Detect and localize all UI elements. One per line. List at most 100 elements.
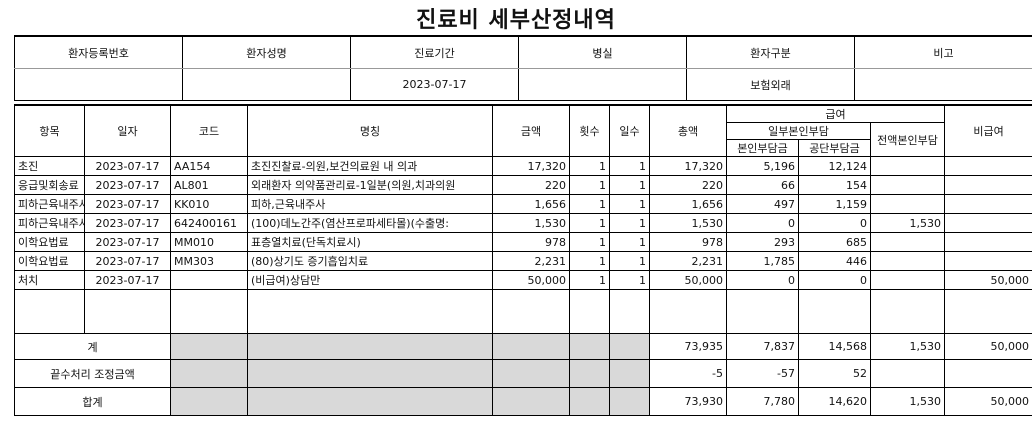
row-date: 2023-07-17 xyxy=(84,194,171,214)
row-full-self xyxy=(869,194,946,214)
spacer-cell xyxy=(569,289,610,334)
gray-cell xyxy=(170,333,248,360)
row-insurer-pay: 0 xyxy=(798,213,871,233)
row-count: 1 xyxy=(569,232,610,252)
grand-total-self: 7,780 xyxy=(726,387,799,416)
row-date: 2023-07-17 xyxy=(84,213,171,233)
row-full-self: 1,530 xyxy=(869,213,946,233)
non-covered-header: 비급여 xyxy=(944,104,1032,157)
gray-cell xyxy=(569,359,610,388)
spacer-cell xyxy=(609,289,650,334)
rounding-total: -5 xyxy=(649,359,727,388)
covered-header: 급여 xyxy=(725,104,946,123)
row-self-pay: 1,785 xyxy=(726,251,799,271)
row-full-self xyxy=(869,251,946,271)
grand-total-full-self: 1,530 xyxy=(869,387,946,416)
row-code xyxy=(170,270,248,290)
row-self-pay: 0 xyxy=(726,270,799,290)
row-count: 1 xyxy=(569,194,610,214)
partial-self-header: 일부본인부담 xyxy=(726,122,871,140)
row-days: 1 xyxy=(609,156,650,176)
remarks-header: 비고 xyxy=(854,35,1032,69)
row-non-covered xyxy=(944,213,1032,233)
gray-cell xyxy=(247,387,493,416)
row-name: 표층열치료(단독치료시) xyxy=(247,232,493,252)
row-self-pay: 66 xyxy=(726,175,799,195)
gray-cell xyxy=(569,387,610,416)
page-title: 진료비 세부산정내역 xyxy=(416,8,616,33)
patient-id-value xyxy=(14,68,183,101)
row-days: 1 xyxy=(609,232,650,252)
gray-cell xyxy=(609,333,650,360)
row-full-self xyxy=(869,175,946,195)
row-item: 피하근육내주사 xyxy=(14,194,85,214)
spacer-cell xyxy=(247,289,493,334)
row-amount: 220 xyxy=(492,175,570,195)
table-row: 피하근육내주사 2023-07-17 KK010 피하,근육내주사 1,656 1 1 1,6… xyxy=(14,194,1032,214)
grand-total-insurer: 14,620 xyxy=(798,387,871,416)
row-name: 외래환자 의약품관리료-1일분(의원,치과의원 xyxy=(247,175,493,195)
patient-info-table: 환자등록번호 환자성명 진료기간 병실 환자구분 비고 2023-07-17 보… xyxy=(14,35,1032,101)
row-days: 1 xyxy=(609,213,650,233)
row-name: (비급여)상담만 xyxy=(247,270,493,290)
date-header: 일자 xyxy=(84,104,171,157)
name-header: 명칭 xyxy=(247,104,493,157)
spacer-cell xyxy=(944,289,1032,334)
row-total: 978 xyxy=(649,232,727,252)
row-item: 이학요법료 xyxy=(14,232,85,252)
row-code: KK010 xyxy=(170,194,248,214)
row-amount: 2,231 xyxy=(492,251,570,271)
gray-cell xyxy=(609,387,650,416)
self-pay-header: 본인부담금 xyxy=(726,139,799,157)
spacer-cell xyxy=(869,289,946,334)
spacer-cell xyxy=(649,289,727,334)
row-days: 1 xyxy=(609,175,650,195)
full-self-header: 전액본인부담 xyxy=(869,122,946,157)
row-code: MM010 xyxy=(170,232,248,252)
row-item: 응급및회송료 xyxy=(14,175,85,195)
rounding-non-covered xyxy=(944,359,1032,388)
item-header: 항목 xyxy=(14,104,85,157)
patient-type-value: 보험외래 xyxy=(686,68,855,101)
row-amount: 1,530 xyxy=(492,213,570,233)
row-non-covered xyxy=(944,156,1032,176)
row-non-covered: 50,000 xyxy=(944,270,1032,290)
row-non-covered xyxy=(944,194,1032,214)
subtotal-insurer: 14,568 xyxy=(798,333,871,360)
rounding-row: 끝수처리 조정금액 -5 -57 52 xyxy=(14,359,1032,388)
subtotal-label: 계 xyxy=(14,333,171,360)
row-insurer-pay: 0 xyxy=(798,270,871,290)
row-date: 2023-07-17 xyxy=(84,156,171,176)
row-item: 처치 xyxy=(14,270,85,290)
row-total: 50,000 xyxy=(649,270,727,290)
table-row: 피하근육내주사 2023-07-17 642400161 (100)데노간주(염산프로… xyxy=(14,213,1032,233)
patient-type-header: 환자구분 xyxy=(686,35,855,69)
row-non-covered xyxy=(944,251,1032,271)
gray-cell xyxy=(569,333,610,360)
row-total: 1,530 xyxy=(649,213,727,233)
row-amount: 50,000 xyxy=(492,270,570,290)
spacer-cell xyxy=(726,289,799,334)
row-amount: 1,656 xyxy=(492,194,570,214)
row-date: 2023-07-17 xyxy=(84,251,171,271)
row-amount: 17,320 xyxy=(492,156,570,176)
rounding-self: -57 xyxy=(726,359,799,388)
subtotal-non-covered: 50,000 xyxy=(944,333,1032,360)
row-full-self xyxy=(869,270,946,290)
table-row: 응급및회송료 2023-07-17 AL801 외래환자 의약품관리료-1일분(의원,… xyxy=(14,175,1032,195)
row-count: 1 xyxy=(569,213,610,233)
grand-total-label: 합계 xyxy=(14,387,171,416)
row-days: 1 xyxy=(609,251,650,271)
remarks-value xyxy=(854,68,1032,101)
row-code: 642400161 xyxy=(170,213,248,233)
grand-total-row: 합계 73,930 7,780 14,620 1,530 50,000 xyxy=(14,387,1032,416)
amount-header: 금액 xyxy=(492,104,570,157)
gray-cell xyxy=(492,333,570,360)
treatment-period-value: 2023-07-17 xyxy=(350,68,519,101)
rounding-insurer: 52 xyxy=(798,359,871,388)
row-count: 1 xyxy=(569,175,610,195)
subtotal-row: 계 73,935 7,837 14,568 1,530 50,000 xyxy=(14,333,1032,360)
row-total: 17,320 xyxy=(649,156,727,176)
row-amount: 978 xyxy=(492,232,570,252)
spacer-cell xyxy=(14,289,85,334)
